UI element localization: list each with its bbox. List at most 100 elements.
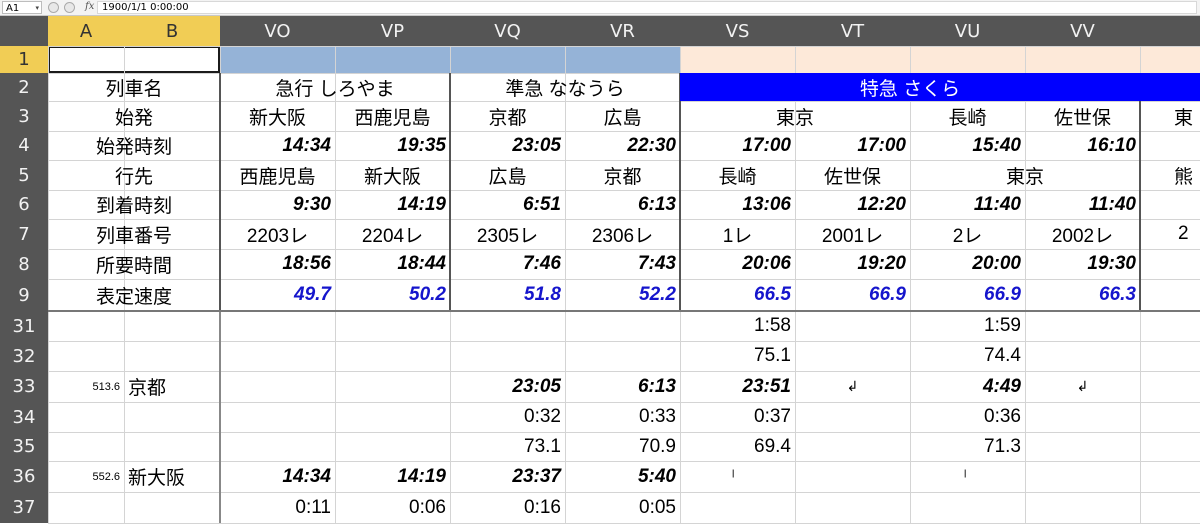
cell-VP36: 14:19 [397,465,446,487]
cell-VU35: 71.3 [984,435,1021,457]
function-icon[interactable]: fx [85,1,95,12]
chevron-down-icon[interactable]: ▾ [35,4,39,12]
cell-VV33: ↲ [1076,378,1089,394]
gridline-h [48,101,1200,102]
column-header-next[interactable] [1140,16,1200,46]
column-header-B[interactable]: B [124,16,220,46]
formula-input[interactable]: 1900/1/1 0:00:00 [97,1,1197,14]
cell-VS6: 13:06 [742,193,791,215]
row-header-7[interactable]: 7 [0,219,48,249]
cell-VS33: 23:51 [742,375,791,397]
gridline-h [48,190,1200,191]
gridline-v [48,46,49,523]
row-header-2[interactable]: 2 [0,73,48,101]
cell-VO5: 西鹿児島 [239,166,316,188]
cell-VW5: 熊 [1174,166,1194,188]
cell-VV9: 66.3 [1099,284,1136,305]
train-nanaura: 準急 ななうら [505,78,625,100]
border-strong [679,73,681,311]
cell-VU32: 74.4 [984,345,1021,366]
name-box-value: A1 [6,3,20,14]
row1-band-peach [680,46,1200,73]
cell-VS3: 東京 [775,107,814,129]
row-header-37[interactable]: 37 [0,492,48,523]
cell-VO36: 14:34 [282,465,331,487]
cell-VR6: 6:13 [637,193,676,215]
row-header-31[interactable]: 31 [0,311,48,341]
train-sakura: 特急 さくら [680,73,1140,101]
gridline-v [124,46,125,523]
cell-VO6: 9:30 [292,193,331,215]
column-header-VU[interactable]: VU [910,16,1025,46]
cell-VU33: 4:49 [982,375,1021,397]
row-header-9[interactable]: 9 [0,279,48,311]
gridline-h [48,160,1200,161]
name-box[interactable]: A1 ▾ [2,1,42,14]
label-schedule-speed: 表定速度 [95,286,172,308]
column-header-VS[interactable]: VS [680,16,795,46]
column-header-A[interactable]: A [48,16,124,46]
formula-value: 1900/1/1 0:00:00 [102,2,189,13]
cell-VP9: 50.2 [409,284,446,305]
cancel-icon[interactable] [48,2,59,13]
column-header-VO[interactable]: VO [220,16,335,46]
row-header-32[interactable]: 32 [0,341,48,371]
cell-VO37: 0:11 [295,496,331,518]
cell-VT6: 12:20 [857,193,906,215]
cell-VO7: 2203レ [246,225,309,247]
cell-VR35: 70.9 [639,435,676,457]
gridline-h [48,402,1200,403]
gridline-h [48,46,1200,47]
gridline-h [48,131,1200,132]
row-header-3[interactable]: 3 [0,101,48,131]
row-header-1[interactable]: 1 [0,46,48,73]
row-header-35[interactable]: 35 [0,432,48,461]
cell-VQ8: 7:46 [522,253,561,274]
cell-VV3: 佐世保 [1053,107,1111,129]
column-header-VR[interactable]: VR [565,16,680,46]
row-header-34[interactable]: 34 [0,402,48,432]
gridline-v [565,46,566,523]
cell-VR8: 7:43 [637,253,676,274]
row-header-6[interactable]: 6 [0,190,48,219]
label-departure-time: 始発時刻 [95,137,172,158]
cell-VO9: 49.7 [294,284,331,305]
label-duration: 所要時間 [95,255,172,277]
border-strong [1139,73,1141,311]
column-header-VV[interactable]: VV [1025,16,1140,46]
cell-VR33: 6:13 [637,375,676,397]
cell-VQ37: 0:16 [524,496,561,518]
cell-VR37: 0:05 [639,496,676,518]
row-header-4[interactable]: 4 [0,131,48,160]
cell-VP3: 西鹿児島 [354,107,431,129]
cell-VR7: 2306レ [591,225,654,247]
cell-VU7: 2レ [952,225,983,247]
column-header-VQ[interactable]: VQ [450,16,565,46]
border-strong [219,311,221,523]
cell-VO8: 18:56 [282,253,331,274]
cell-VS5: 長崎 [718,166,757,188]
label-destination: 行先 [114,166,153,188]
gridline-v [910,46,911,523]
cell-VP5: 新大阪 [363,166,421,188]
label-train-number: 列車番号 [95,225,172,247]
selected-cell-A1[interactable] [48,46,220,73]
cell-VR34: 0:33 [639,406,676,427]
row-header-8[interactable]: 8 [0,249,48,279]
column-header-VP[interactable]: VP [335,16,450,46]
cell-VT8: 19:20 [857,253,906,274]
row-header-33[interactable]: 33 [0,371,48,402]
cell-VU34: 0:36 [984,406,1021,427]
cell-VU9: 66.9 [984,284,1021,305]
column-header-VT[interactable]: VT [795,16,910,46]
station-shin-osaka: 新大阪 [128,468,186,489]
cell-VP37: 0:06 [409,496,446,518]
cell-VW7: 2 [1178,223,1189,244]
cell-VR4: 22:30 [627,134,676,156]
row-header-5[interactable]: 5 [0,160,48,190]
cell-VS8: 20:06 [742,253,791,274]
select-all-corner[interactable] [0,16,48,46]
cell-VQ7: 2305レ [476,225,539,247]
enter-icon[interactable] [64,2,75,13]
row-header-36[interactable]: 36 [0,461,48,492]
